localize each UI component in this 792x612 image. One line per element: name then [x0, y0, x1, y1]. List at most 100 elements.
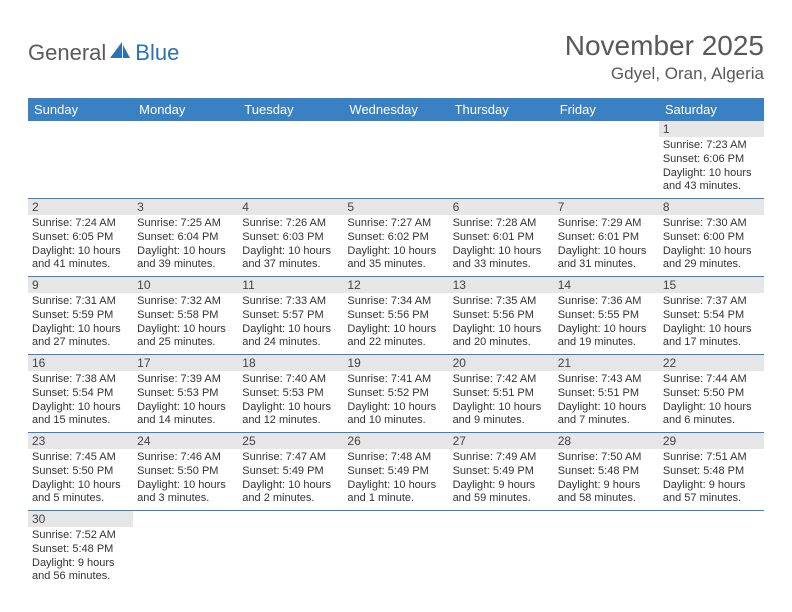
day-number: 19 [343, 355, 448, 371]
sunset-line: Sunset: 5:56 PM [347, 309, 444, 323]
calendar-week: 16Sunrise: 7:38 AMSunset: 5:54 PMDayligh… [28, 355, 764, 433]
daylight-line: Daylight: 10 hours and 35 minutes. [347, 245, 444, 273]
sunset-line: Sunset: 5:53 PM [137, 387, 234, 401]
sunset-line: Sunset: 5:52 PM [347, 387, 444, 401]
day-number [659, 511, 764, 527]
day-details: Sunrise: 7:30 AMSunset: 6:00 PMDaylight:… [663, 217, 760, 272]
day-number [449, 511, 554, 527]
sunrise-line: Sunrise: 7:47 AM [242, 451, 339, 465]
sunrise-line: Sunrise: 7:37 AM [663, 295, 760, 309]
logo: General Blue [28, 40, 179, 66]
day-number: 29 [659, 433, 764, 449]
sunrise-line: Sunrise: 7:35 AM [453, 295, 550, 309]
calendar-cell: 12Sunrise: 7:34 AMSunset: 5:56 PMDayligh… [343, 277, 448, 354]
sunrise-line: Sunrise: 7:26 AM [242, 217, 339, 231]
day-number: 30 [28, 511, 133, 527]
day-header: Tuesday [238, 98, 343, 121]
daylight-line: Daylight: 10 hours and 22 minutes. [347, 323, 444, 351]
day-number: 23 [28, 433, 133, 449]
daylight-line: Daylight: 10 hours and 25 minutes. [137, 323, 234, 351]
sunrise-line: Sunrise: 7:45 AM [32, 451, 129, 465]
sunset-line: Sunset: 5:48 PM [32, 543, 129, 557]
sunrise-line: Sunrise: 7:44 AM [663, 373, 760, 387]
day-details: Sunrise: 7:26 AMSunset: 6:03 PMDaylight:… [242, 217, 339, 272]
day-number: 1 [659, 121, 764, 137]
day-number [28, 121, 133, 137]
day-number: 2 [28, 199, 133, 215]
day-number: 18 [238, 355, 343, 371]
daylight-line: Daylight: 9 hours and 56 minutes. [32, 557, 129, 585]
calendar-cell: 28Sunrise: 7:50 AMSunset: 5:48 PMDayligh… [554, 433, 659, 510]
sail-icon [110, 42, 132, 65]
day-number [554, 121, 659, 137]
daylight-line: Daylight: 9 hours and 59 minutes. [453, 479, 550, 507]
calendar-cell: 23Sunrise: 7:45 AMSunset: 5:50 PMDayligh… [28, 433, 133, 510]
sunrise-line: Sunrise: 7:23 AM [663, 139, 760, 153]
sunrise-line: Sunrise: 7:46 AM [137, 451, 234, 465]
day-header: Sunday [28, 98, 133, 121]
calendar-cell [449, 121, 554, 198]
daylight-line: Daylight: 10 hours and 3 minutes. [137, 479, 234, 507]
day-number: 13 [449, 277, 554, 293]
calendar-cell: 2Sunrise: 7:24 AMSunset: 6:05 PMDaylight… [28, 199, 133, 276]
calendar-cell: 17Sunrise: 7:39 AMSunset: 5:53 PMDayligh… [133, 355, 238, 432]
sunrise-line: Sunrise: 7:31 AM [32, 295, 129, 309]
sunrise-line: Sunrise: 7:40 AM [242, 373, 339, 387]
calendar-cell: 5Sunrise: 7:27 AMSunset: 6:02 PMDaylight… [343, 199, 448, 276]
day-number [133, 121, 238, 137]
calendar-cell: 26Sunrise: 7:48 AMSunset: 5:49 PMDayligh… [343, 433, 448, 510]
daylight-line: Daylight: 10 hours and 14 minutes. [137, 401, 234, 429]
calendar-body: 1Sunrise: 7:23 AMSunset: 6:06 PMDaylight… [28, 121, 764, 588]
header: General Blue November 2025 Gdyel, Oran, … [28, 30, 764, 84]
calendar-cell: 27Sunrise: 7:49 AMSunset: 5:49 PMDayligh… [449, 433, 554, 510]
calendar-cell: 13Sunrise: 7:35 AMSunset: 5:56 PMDayligh… [449, 277, 554, 354]
day-number: 11 [238, 277, 343, 293]
day-details: Sunrise: 7:34 AMSunset: 5:56 PMDaylight:… [347, 295, 444, 350]
calendar-cell: 24Sunrise: 7:46 AMSunset: 5:50 PMDayligh… [133, 433, 238, 510]
day-header-row: SundayMondayTuesdayWednesdayThursdayFrid… [28, 98, 764, 121]
day-number [449, 121, 554, 137]
sunrise-line: Sunrise: 7:34 AM [347, 295, 444, 309]
day-details: Sunrise: 7:44 AMSunset: 5:50 PMDaylight:… [663, 373, 760, 428]
day-number: 20 [449, 355, 554, 371]
sunrise-line: Sunrise: 7:32 AM [137, 295, 234, 309]
calendar-cell: 18Sunrise: 7:40 AMSunset: 5:53 PMDayligh… [238, 355, 343, 432]
day-details: Sunrise: 7:46 AMSunset: 5:50 PMDaylight:… [137, 451, 234, 506]
daylight-line: Daylight: 10 hours and 17 minutes. [663, 323, 760, 351]
daylight-line: Daylight: 10 hours and 24 minutes. [242, 323, 339, 351]
day-details: Sunrise: 7:32 AMSunset: 5:58 PMDaylight:… [137, 295, 234, 350]
sunrise-line: Sunrise: 7:39 AM [137, 373, 234, 387]
sunrise-line: Sunrise: 7:42 AM [453, 373, 550, 387]
sunrise-line: Sunrise: 7:48 AM [347, 451, 444, 465]
sunset-line: Sunset: 6:02 PM [347, 231, 444, 245]
sunrise-line: Sunrise: 7:41 AM [347, 373, 444, 387]
sunset-line: Sunset: 5:49 PM [347, 465, 444, 479]
day-number: 15 [659, 277, 764, 293]
day-number: 16 [28, 355, 133, 371]
day-number [238, 511, 343, 527]
calendar-cell [659, 511, 764, 588]
sunrise-line: Sunrise: 7:51 AM [663, 451, 760, 465]
day-details: Sunrise: 7:28 AMSunset: 6:01 PMDaylight:… [453, 217, 550, 272]
sunrise-line: Sunrise: 7:38 AM [32, 373, 129, 387]
daylight-line: Daylight: 9 hours and 57 minutes. [663, 479, 760, 507]
location: Gdyel, Oran, Algeria [565, 64, 764, 84]
calendar-cell: 10Sunrise: 7:32 AMSunset: 5:58 PMDayligh… [133, 277, 238, 354]
sunset-line: Sunset: 5:51 PM [453, 387, 550, 401]
sunrise-line: Sunrise: 7:30 AM [663, 217, 760, 231]
sunset-line: Sunset: 5:53 PM [242, 387, 339, 401]
daylight-line: Daylight: 10 hours and 37 minutes. [242, 245, 339, 273]
day-details: Sunrise: 7:43 AMSunset: 5:51 PMDaylight:… [558, 373, 655, 428]
calendar-cell [449, 511, 554, 588]
calendar-cell: 3Sunrise: 7:25 AMSunset: 6:04 PMDaylight… [133, 199, 238, 276]
sunset-line: Sunset: 5:49 PM [242, 465, 339, 479]
calendar-cell: 16Sunrise: 7:38 AMSunset: 5:54 PMDayligh… [28, 355, 133, 432]
sunset-line: Sunset: 5:50 PM [137, 465, 234, 479]
day-details: Sunrise: 7:48 AMSunset: 5:49 PMDaylight:… [347, 451, 444, 506]
sunset-line: Sunset: 5:54 PM [663, 309, 760, 323]
calendar-cell [554, 511, 659, 588]
logo-text-general: General [28, 40, 106, 66]
day-number: 4 [238, 199, 343, 215]
sunset-line: Sunset: 5:56 PM [453, 309, 550, 323]
day-number [554, 511, 659, 527]
